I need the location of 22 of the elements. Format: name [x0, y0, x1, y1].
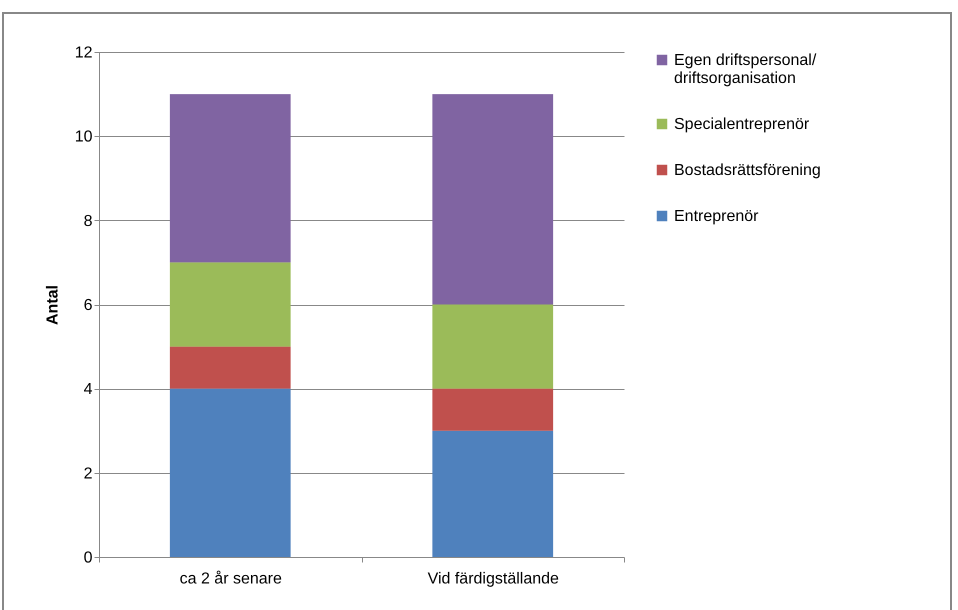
- bar: [432, 304, 554, 389]
- y-tick-label: 0: [84, 550, 93, 566]
- y-tick-label: 12: [74, 44, 93, 62]
- bar: [170, 388, 291, 557]
- legend-label: Bostadsrättsförening: [674, 162, 821, 179]
- y-tick-label: 2: [84, 465, 93, 482]
- y-tick-label: 4: [84, 381, 93, 398]
- y-tick-label: 10: [74, 128, 93, 146]
- bar: [432, 388, 554, 431]
- bar: [170, 346, 291, 389]
- bar: [432, 430, 554, 557]
- y-tick-label: 6: [84, 297, 93, 314]
- x-tick-label: ca 2 år senare: [180, 570, 282, 588]
- bar: [432, 94, 554, 304]
- bar: [170, 262, 291, 347]
- x-tick-label: Vid färdigställande: [428, 570, 560, 588]
- y-tick-label: 8: [84, 212, 93, 230]
- legend-label: Entreprenör: [674, 208, 760, 225]
- bar: [170, 94, 291, 262]
- legend-label: Egen driftspersonal/ driftsorganisation: [674, 52, 817, 87]
- legend-label: Specialentreprenör: [674, 116, 810, 133]
- y-axis-title: Antal: [44, 285, 62, 325]
